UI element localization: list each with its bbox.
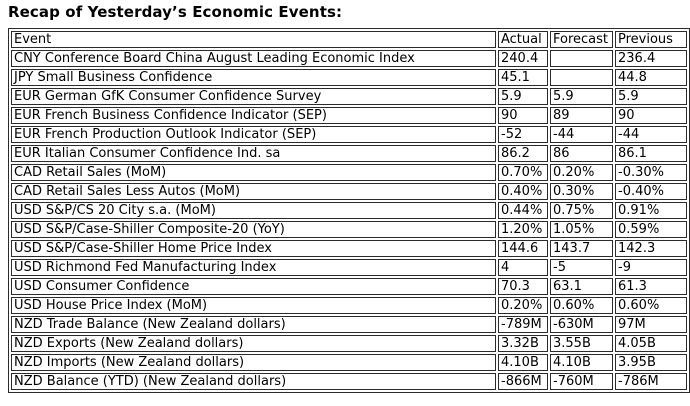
previous-value-cell: 61.3 [615, 278, 687, 295]
event-name-cell: EUR Italian Consumer Confidence Ind. sa [11, 145, 496, 162]
column-header-event: Event [11, 31, 496, 48]
forecast-value-cell: 89 [550, 107, 613, 124]
previous-value-cell: -9 [615, 259, 687, 276]
forecast-value-cell: 0.60% [550, 297, 613, 314]
event-name-cell: CAD Retail Sales Less Autos (MoM) [11, 183, 496, 200]
previous-value-cell: -0.30% [615, 164, 687, 181]
forecast-value-cell: 0.20% [550, 164, 613, 181]
previous-value-cell: 97M [615, 316, 687, 333]
previous-value-cell: 142.3 [615, 240, 687, 257]
actual-value-cell: 86.2 [498, 145, 548, 162]
event-name-cell: CAD Retail Sales (MoM) [11, 164, 496, 181]
previous-value-cell: 0.60% [615, 297, 687, 314]
table-row: USD S&P/Case-Shiller Home Price Index 14… [11, 240, 687, 257]
event-name-cell: NZD Imports (New Zealand dollars) [11, 354, 496, 371]
actual-value-cell: 4 [498, 259, 548, 276]
actual-value-cell: 0.40% [498, 183, 548, 200]
forecast-value-cell: 4.10B [550, 354, 613, 371]
event-name-cell: CNY Conference Board China August Leadin… [11, 50, 496, 67]
event-name-cell: NZD Exports (New Zealand dollars) [11, 335, 496, 352]
forecast-value-cell: 3.55B [550, 335, 613, 352]
forecast-value-cell: 63.1 [550, 278, 613, 295]
actual-value-cell: 0.70% [498, 164, 548, 181]
table-row: USD S&P/Case-Shiller Composite-20 (YoY) … [11, 221, 687, 238]
events-table-body: CNY Conference Board China August Leadin… [11, 50, 687, 390]
event-name-cell: USD Richmond Fed Manufacturing Index [11, 259, 496, 276]
table-row: USD S&P/CS 20 City s.a. (MoM) 0.44% 0.75… [11, 202, 687, 219]
event-name-cell: USD S&P/Case-Shiller Home Price Index [11, 240, 496, 257]
actual-value-cell: 90 [498, 107, 548, 124]
previous-value-cell: 44.8 [615, 69, 687, 86]
forecast-value-cell: 5.9 [550, 88, 613, 105]
actual-value-cell: -789M [498, 316, 548, 333]
actual-value-cell: 1.20% [498, 221, 548, 238]
actual-value-cell: 4.10B [498, 354, 548, 371]
actual-value-cell: 45.1 [498, 69, 548, 86]
economic-events-table: Event Actual Forecast Previous CNY Confe… [8, 28, 690, 393]
actual-value-cell: 0.44% [498, 202, 548, 219]
actual-value-cell: 70.3 [498, 278, 548, 295]
event-name-cell: USD House Price Index (MoM) [11, 297, 496, 314]
previous-value-cell: 236.4 [615, 50, 687, 67]
table-row: USD Consumer Confidence 70.3 63.1 61.3 [11, 278, 687, 295]
actual-value-cell: 5.9 [498, 88, 548, 105]
table-row: NZD Imports (New Zealand dollars) 4.10B … [11, 354, 687, 371]
event-name-cell: USD S&P/CS 20 City s.a. (MoM) [11, 202, 496, 219]
forecast-value-cell: 86 [550, 145, 613, 162]
column-header-forecast: Forecast [550, 31, 613, 48]
event-name-cell: NZD Trade Balance (New Zealand dollars) [11, 316, 496, 333]
event-name-cell: USD Consumer Confidence [11, 278, 496, 295]
actual-value-cell: 3.32B [498, 335, 548, 352]
event-name-cell: EUR French Business Confidence Indicator… [11, 107, 496, 124]
actual-value-cell: -52 [498, 126, 548, 143]
actual-value-cell: -866M [498, 373, 548, 390]
previous-value-cell: 0.59% [615, 221, 687, 238]
previous-value-cell: 3.95B [615, 354, 687, 371]
table-row: CAD Retail Sales Less Autos (MoM) 0.40% … [11, 183, 687, 200]
previous-value-cell: -786M [615, 373, 687, 390]
table-row: USD House Price Index (MoM) 0.20% 0.60% … [11, 297, 687, 314]
previous-value-cell: 90 [615, 107, 687, 124]
table-row: EUR German GfK Consumer Confidence Surve… [11, 88, 687, 105]
previous-value-cell: 0.91% [615, 202, 687, 219]
previous-value-cell: 86.1 [615, 145, 687, 162]
table-row: NZD Exports (New Zealand dollars) 3.32B … [11, 335, 687, 352]
event-name-cell: USD S&P/Case-Shiller Composite-20 (YoY) [11, 221, 496, 238]
table-row: EUR French Business Confidence Indicator… [11, 107, 687, 124]
previous-value-cell: -44 [615, 126, 687, 143]
forecast-value-cell [550, 50, 613, 67]
event-name-cell: NZD Balance (YTD) (New Zealand dollars) [11, 373, 496, 390]
previous-value-cell: 5.9 [615, 88, 687, 105]
table-row: NZD Trade Balance (New Zealand dollars) … [11, 316, 687, 333]
forecast-value-cell [550, 69, 613, 86]
forecast-value-cell: -760M [550, 373, 613, 390]
forecast-value-cell: -44 [550, 126, 613, 143]
actual-value-cell: 240.4 [498, 50, 548, 67]
page-title: Recap of Yesterday’s Economic Events: [8, 3, 343, 21]
forecast-value-cell: 1.05% [550, 221, 613, 238]
previous-value-cell: 4.05B [615, 335, 687, 352]
table-row: CAD Retail Sales (MoM) 0.70% 0.20% -0.30… [11, 164, 687, 181]
table-header-row: Event Actual Forecast Previous [11, 31, 687, 48]
table-row: EUR French Production Outlook Indicator … [11, 126, 687, 143]
event-name-cell: JPY Small Business Confidence [11, 69, 496, 86]
forecast-value-cell: -5 [550, 259, 613, 276]
column-header-actual: Actual [498, 31, 548, 48]
table-row: JPY Small Business Confidence 45.1 44.8 [11, 69, 687, 86]
forecast-value-cell: 0.75% [550, 202, 613, 219]
table-row: NZD Balance (YTD) (New Zealand dollars) … [11, 373, 687, 390]
forecast-value-cell: 0.30% [550, 183, 613, 200]
table-row: USD Richmond Fed Manufacturing Index 4 -… [11, 259, 687, 276]
table-row: CNY Conference Board China August Leadin… [11, 50, 687, 67]
forecast-value-cell: -630M [550, 316, 613, 333]
table-row: EUR Italian Consumer Confidence Ind. sa … [11, 145, 687, 162]
actual-value-cell: 144.6 [498, 240, 548, 257]
event-name-cell: EUR French Production Outlook Indicator … [11, 126, 496, 143]
actual-value-cell: 0.20% [498, 297, 548, 314]
previous-value-cell: -0.40% [615, 183, 687, 200]
column-header-previous: Previous [615, 31, 687, 48]
event-name-cell: EUR German GfK Consumer Confidence Surve… [11, 88, 496, 105]
forecast-value-cell: 143.7 [550, 240, 613, 257]
